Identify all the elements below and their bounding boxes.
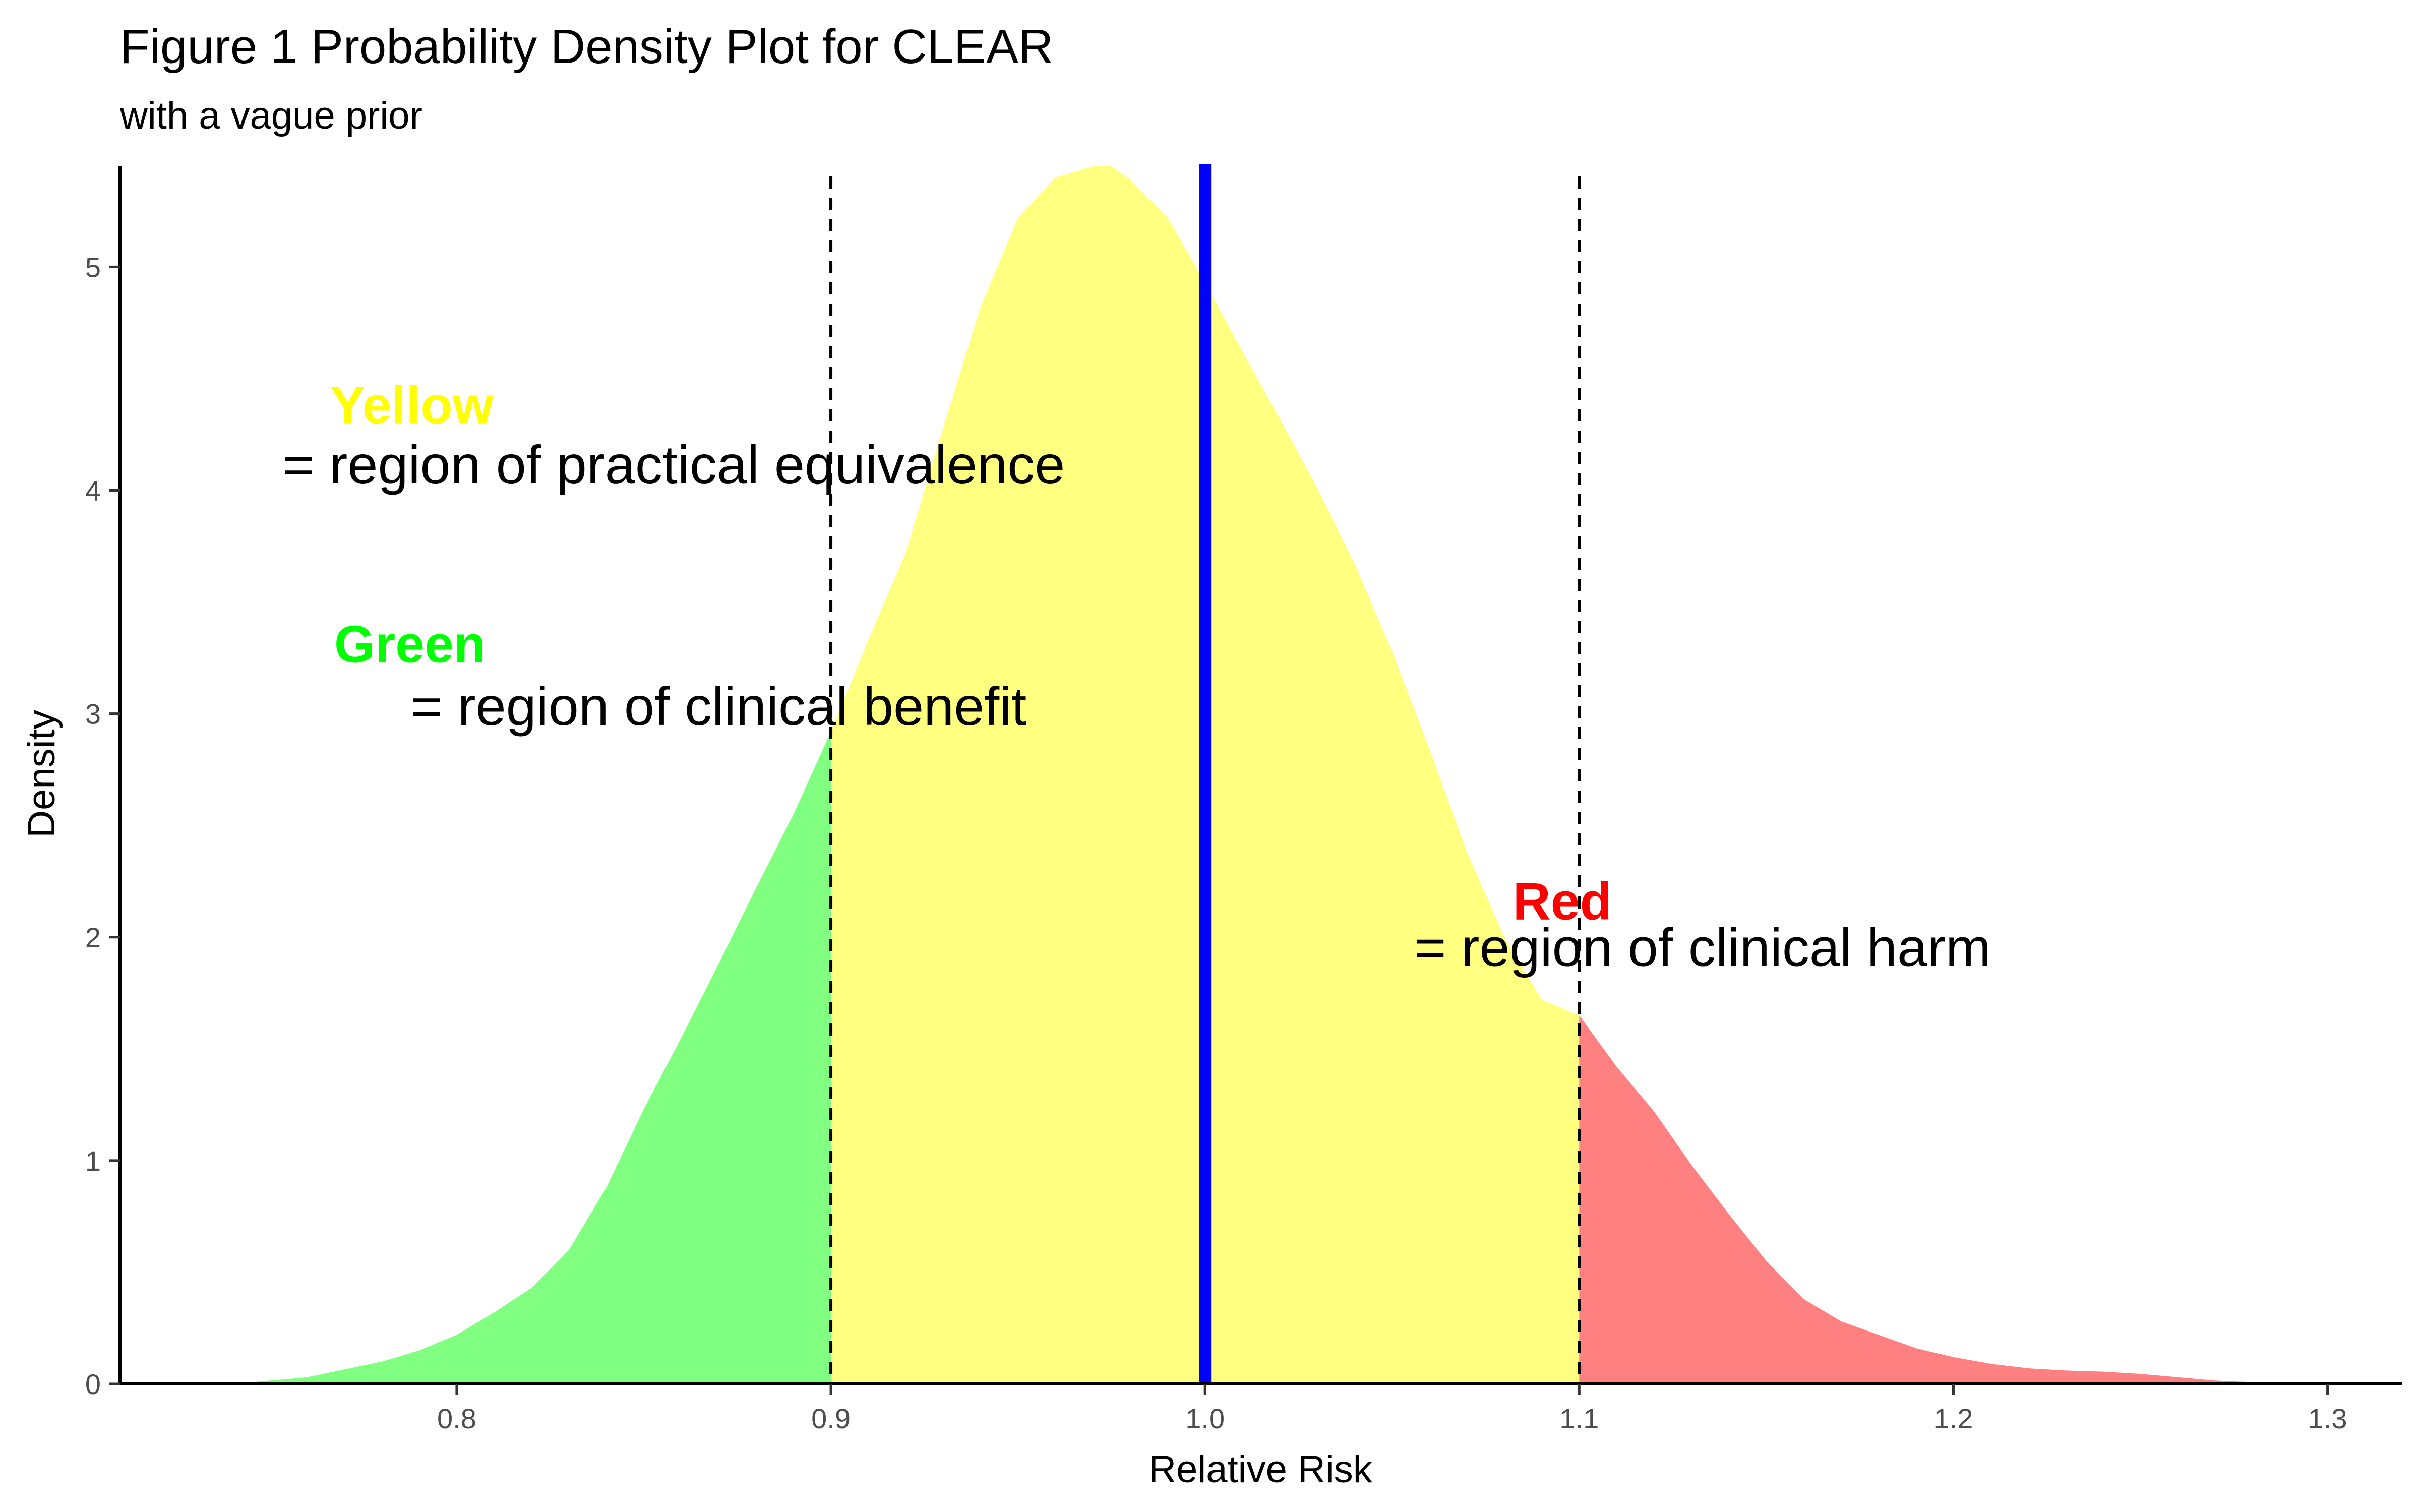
- density-areas: [232, 166, 2328, 1384]
- y-tick-label: 5: [85, 251, 101, 283]
- reference-lines: [829, 164, 1581, 1384]
- annotation-body-yellow: = region of practical equivalence: [282, 434, 1065, 495]
- x-tick-label: 0.9: [811, 1403, 851, 1434]
- x-tick-label: 0.8: [437, 1403, 476, 1434]
- region-benefit: [232, 732, 831, 1384]
- annotation-body-red: = region of clinical harm: [1414, 917, 1991, 978]
- y-tick-label: 1: [85, 1145, 101, 1177]
- annotation-head-yellow: Yellow: [330, 377, 494, 435]
- x-tick-label: 1.3: [2308, 1403, 2347, 1434]
- x-axis-title: Relative Risk: [1148, 1448, 1372, 1491]
- chart-title: Figure 1 Probability Density Plot for CL…: [120, 20, 1053, 74]
- x-tick-label: 1.0: [1185, 1403, 1225, 1434]
- annotation-head-red: Red: [1513, 872, 1612, 931]
- y-axis-ticks: 0 1 2 3 4 5: [85, 251, 120, 1400]
- annotations: Yellow= region of practical equivalence G…: [282, 377, 1991, 978]
- x-tick-label: 1.1: [1559, 1403, 1599, 1434]
- y-tick-label: 3: [85, 698, 101, 730]
- y-axis-title: Density: [20, 710, 63, 837]
- region-harm: [1579, 1015, 2328, 1384]
- x-axis-ticks: 0.8 0.9 1.0 1.1 1.2 1.3: [437, 1384, 2347, 1434]
- y-tick-label: 4: [85, 475, 101, 507]
- annotation-body-green: = region of clinical benefit: [411, 676, 1027, 737]
- y-tick-label: 0: [85, 1368, 101, 1400]
- chart-subtitle: with a vague prior: [119, 94, 422, 137]
- axes: [118, 166, 2402, 1385]
- annotation-head-green: Green: [334, 616, 486, 674]
- x-tick-label: 1.2: [1934, 1403, 1973, 1434]
- y-tick-label: 2: [85, 922, 101, 953]
